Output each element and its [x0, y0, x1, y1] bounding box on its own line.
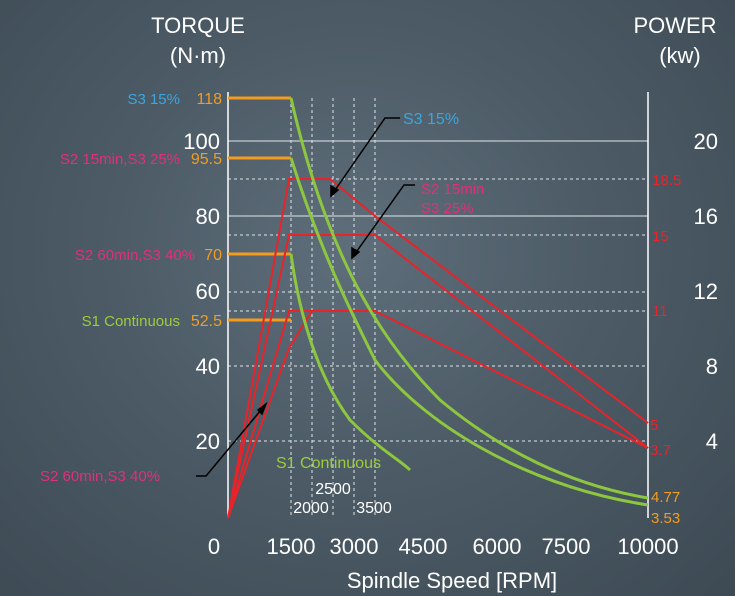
right-tick-12: 12: [694, 279, 718, 304]
annotation-s2-15-line2: S3 25%: [421, 200, 474, 217]
right-ticks: 20 16 12 8 4: [694, 129, 718, 454]
mode-s2-60-s3-40: S2 60min,S3 40%: [75, 247, 195, 264]
left-tick-40: 40: [196, 354, 220, 379]
x-tick-6000: 6000: [473, 534, 522, 559]
x-tick-10000: 10000: [617, 534, 678, 559]
inner-label-2000: 2000: [293, 500, 329, 517]
torque-axis-unit: (N·m): [170, 43, 226, 68]
power-curve-s1: [227, 310, 649, 519]
value-70: 70: [204, 247, 222, 264]
arrow-s2-60: [196, 403, 267, 477]
annotation-s2-60: S2 60min,S3 40%: [40, 468, 160, 485]
annotation-arrows: [196, 117, 415, 477]
left-tick-60: 60: [196, 279, 220, 304]
power-label-18-5: 18.5: [652, 172, 681, 189]
power-axis-unit: (kw): [659, 43, 701, 68]
torque-axis-title: TORQUE: [151, 13, 245, 38]
arrowhead-s3-15: [330, 184, 340, 198]
power-label-15: 15: [652, 228, 669, 245]
value-95-5: 95.5: [191, 151, 222, 168]
torque-level-labels: S3 15% 118 S2 15min,S3 25% 95.5 S2 60min…: [60, 91, 222, 330]
power-curve-s3-15: [227, 310, 313, 519]
left-tick-20: 20: [196, 429, 220, 454]
grid-lines: [228, 98, 648, 518]
mode-s2-15-s3-25: S2 15min,S3 25%: [60, 151, 180, 168]
power-label-5: 5: [650, 417, 658, 434]
torque-level-lines: [228, 96, 291, 322]
left-tick-80: 80: [196, 204, 220, 229]
left-tick-100: 100: [183, 129, 220, 154]
torque-curve-s2-15: [289, 157, 649, 507]
arrowhead-s2-15: [351, 246, 361, 260]
x-tick-4500: 4500: [399, 534, 448, 559]
x-axis-title: Spindle Speed [RPM]: [347, 568, 557, 593]
x-tick-7500: 7500: [542, 534, 591, 559]
mode-s3-15: S3 15%: [127, 91, 180, 108]
power-label-11: 11: [652, 303, 668, 320]
left-ticks: 100 80 60 40 20: [183, 129, 220, 454]
arrowhead-s2-60: [256, 401, 268, 416]
value-52-5: 52.5: [191, 313, 222, 330]
torque-end-4-77: 4.77: [651, 489, 680, 506]
x-tick-1500: 1500: [267, 534, 316, 559]
right-tick-8: 8: [706, 354, 718, 379]
torque-curves: [289, 97, 649, 507]
inner-label-3500: 3500: [356, 500, 392, 517]
right-tick-16: 16: [694, 204, 718, 229]
inner-label-2500: 2500: [315, 481, 351, 498]
end-torque-labels: 4.77 3.53: [651, 489, 680, 527]
right-tick-20: 20: [694, 129, 718, 154]
arrow-s2-15: [351, 184, 415, 259]
mode-s1-continuous: S1 Continuous: [82, 313, 180, 330]
annotation-s2-15-line1: S2 15min: [421, 181, 484, 198]
arrow-s3-15: [330, 117, 400, 197]
x-tick-3000: 3000: [330, 534, 379, 559]
torque-curve-s3-15: [289, 97, 649, 500]
torque-curve-s2-60: [289, 253, 412, 472]
power-rating-labels: 18.5 15 11 5 3.7: [650, 172, 681, 459]
value-118: 118: [196, 91, 222, 108]
right-tick-4: 4: [706, 429, 718, 454]
torque-end-3-53: 3.53: [651, 510, 680, 527]
annotation-s3-15: S3 15%: [403, 111, 459, 128]
power-label-3-7: 3.7: [650, 442, 671, 459]
x-ticks: 0 1500 3000 4500 6000 7500 10000: [208, 534, 679, 559]
x-tick-0: 0: [208, 534, 220, 559]
inner-speed-labels: 2500 2000 3500: [293, 481, 392, 517]
power-axis-title: POWER: [633, 13, 716, 38]
annotation-s1-continuous: S1 Continuous: [276, 455, 381, 472]
power-curve-s2-15min: [227, 178, 649, 519]
